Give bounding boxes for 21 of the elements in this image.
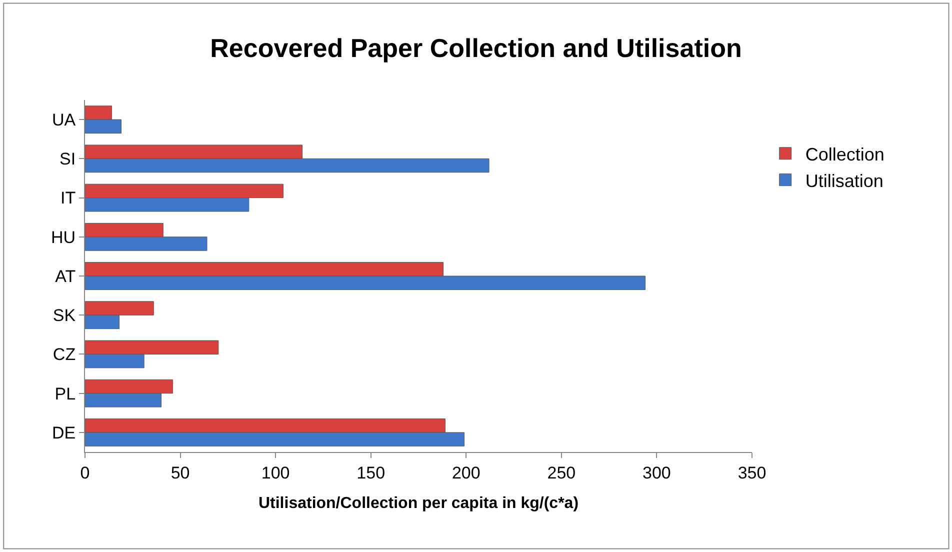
y-tick-label: AT [55,266,76,286]
x-tick-label: 250 [547,463,576,482]
y-tick-label: SI [60,150,76,169]
x-tick-label: 150 [356,463,386,482]
legend-label: Utilisation [805,170,884,191]
x-tick-label: 350 [738,463,766,482]
y-tick-label: UA [52,110,76,130]
y-tick-label: DE [52,423,76,442]
legend-label: Collection [805,144,884,164]
x-tick-label: 200 [452,463,480,482]
y-tick-label: CZ [52,345,76,364]
y-tick-label: HU [51,228,76,247]
x-tick-label: 50 [170,463,190,482]
x-tick-label: 0 [80,463,90,482]
x-axis-title: Utilisation/Collection per capita in kg/(c*a) [258,495,579,512]
y-tick-label: PL [54,384,76,404]
x-tick-label: 100 [261,463,290,482]
chart-title: Recovered Paper Collection and Utilisation [210,32,742,63]
x-tick-label: 300 [642,463,671,482]
y-tick-label: SK [52,306,76,326]
y-tick-label: IT [60,188,76,208]
